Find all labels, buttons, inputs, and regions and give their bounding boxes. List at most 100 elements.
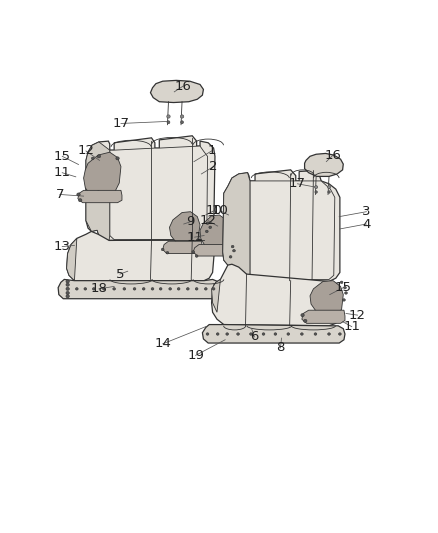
Text: 7: 7	[56, 188, 64, 201]
Ellipse shape	[77, 193, 80, 196]
Text: 5: 5	[116, 268, 124, 280]
Ellipse shape	[195, 288, 198, 290]
Text: 10: 10	[205, 204, 222, 217]
Text: 17: 17	[289, 177, 306, 190]
Ellipse shape	[66, 292, 69, 295]
Ellipse shape	[66, 287, 69, 290]
Polygon shape	[86, 142, 110, 240]
Ellipse shape	[66, 280, 69, 283]
Text: 16: 16	[175, 79, 191, 93]
Text: 11: 11	[343, 320, 360, 333]
Polygon shape	[200, 215, 229, 249]
Text: 6: 6	[250, 330, 258, 343]
Polygon shape	[223, 173, 250, 279]
Polygon shape	[67, 238, 77, 281]
Polygon shape	[212, 279, 220, 312]
Ellipse shape	[192, 251, 194, 253]
Ellipse shape	[287, 333, 290, 335]
Ellipse shape	[237, 333, 240, 335]
Ellipse shape	[66, 283, 69, 286]
Text: 9: 9	[186, 215, 194, 229]
Ellipse shape	[205, 230, 208, 232]
Ellipse shape	[161, 248, 164, 251]
Text: 8: 8	[276, 342, 285, 354]
Ellipse shape	[195, 255, 198, 257]
Ellipse shape	[84, 288, 87, 290]
Ellipse shape	[205, 288, 207, 290]
Ellipse shape	[216, 333, 219, 335]
Polygon shape	[214, 281, 224, 297]
Ellipse shape	[97, 155, 101, 158]
Ellipse shape	[78, 199, 82, 202]
Ellipse shape	[345, 292, 347, 294]
Polygon shape	[223, 170, 340, 281]
Ellipse shape	[328, 185, 331, 189]
Polygon shape	[58, 279, 220, 298]
Ellipse shape	[116, 157, 119, 160]
Ellipse shape	[181, 121, 184, 124]
Ellipse shape	[339, 333, 341, 335]
Ellipse shape	[343, 298, 345, 301]
Ellipse shape	[151, 288, 154, 290]
Ellipse shape	[328, 191, 330, 193]
Polygon shape	[212, 264, 342, 326]
Text: 4: 4	[362, 217, 371, 230]
Ellipse shape	[231, 245, 234, 248]
Text: 16: 16	[325, 149, 342, 161]
Ellipse shape	[212, 288, 215, 290]
Polygon shape	[78, 190, 122, 203]
Ellipse shape	[328, 333, 330, 335]
Ellipse shape	[167, 115, 170, 118]
Text: 11: 11	[186, 231, 203, 244]
Ellipse shape	[133, 288, 136, 290]
Ellipse shape	[314, 333, 317, 335]
Ellipse shape	[226, 333, 229, 335]
Ellipse shape	[344, 286, 346, 289]
Ellipse shape	[92, 157, 94, 159]
Polygon shape	[302, 310, 345, 324]
Polygon shape	[310, 281, 343, 318]
Polygon shape	[67, 231, 214, 281]
Ellipse shape	[113, 288, 116, 290]
Text: 12: 12	[200, 214, 217, 227]
Ellipse shape	[262, 333, 265, 335]
Text: 14: 14	[154, 337, 171, 350]
Ellipse shape	[250, 333, 252, 335]
Ellipse shape	[180, 115, 184, 118]
Ellipse shape	[314, 185, 318, 189]
Text: 2: 2	[209, 160, 218, 173]
Ellipse shape	[229, 256, 232, 258]
Ellipse shape	[66, 295, 69, 298]
Ellipse shape	[315, 191, 317, 193]
Ellipse shape	[206, 222, 209, 224]
Ellipse shape	[159, 288, 162, 290]
Ellipse shape	[167, 121, 170, 124]
Ellipse shape	[92, 288, 95, 290]
Ellipse shape	[206, 333, 209, 335]
Ellipse shape	[102, 288, 105, 290]
Ellipse shape	[177, 288, 180, 290]
Text: 17: 17	[113, 117, 130, 130]
Text: 12: 12	[349, 309, 366, 321]
Text: 15: 15	[54, 150, 71, 163]
Ellipse shape	[123, 288, 126, 290]
Text: 18: 18	[90, 282, 107, 295]
Polygon shape	[110, 146, 208, 240]
Polygon shape	[170, 212, 200, 247]
Text: 13: 13	[54, 240, 71, 253]
Text: 10: 10	[212, 204, 229, 217]
Ellipse shape	[187, 288, 189, 290]
Polygon shape	[84, 152, 121, 195]
Polygon shape	[250, 181, 335, 279]
Ellipse shape	[304, 319, 307, 322]
Text: 11: 11	[54, 166, 71, 179]
Ellipse shape	[75, 288, 78, 290]
Ellipse shape	[166, 252, 169, 254]
Text: 1: 1	[207, 144, 216, 157]
Polygon shape	[202, 325, 345, 343]
Polygon shape	[151, 80, 203, 102]
Text: 19: 19	[187, 349, 204, 362]
Polygon shape	[304, 154, 343, 176]
Polygon shape	[162, 241, 202, 254]
Ellipse shape	[142, 288, 145, 290]
